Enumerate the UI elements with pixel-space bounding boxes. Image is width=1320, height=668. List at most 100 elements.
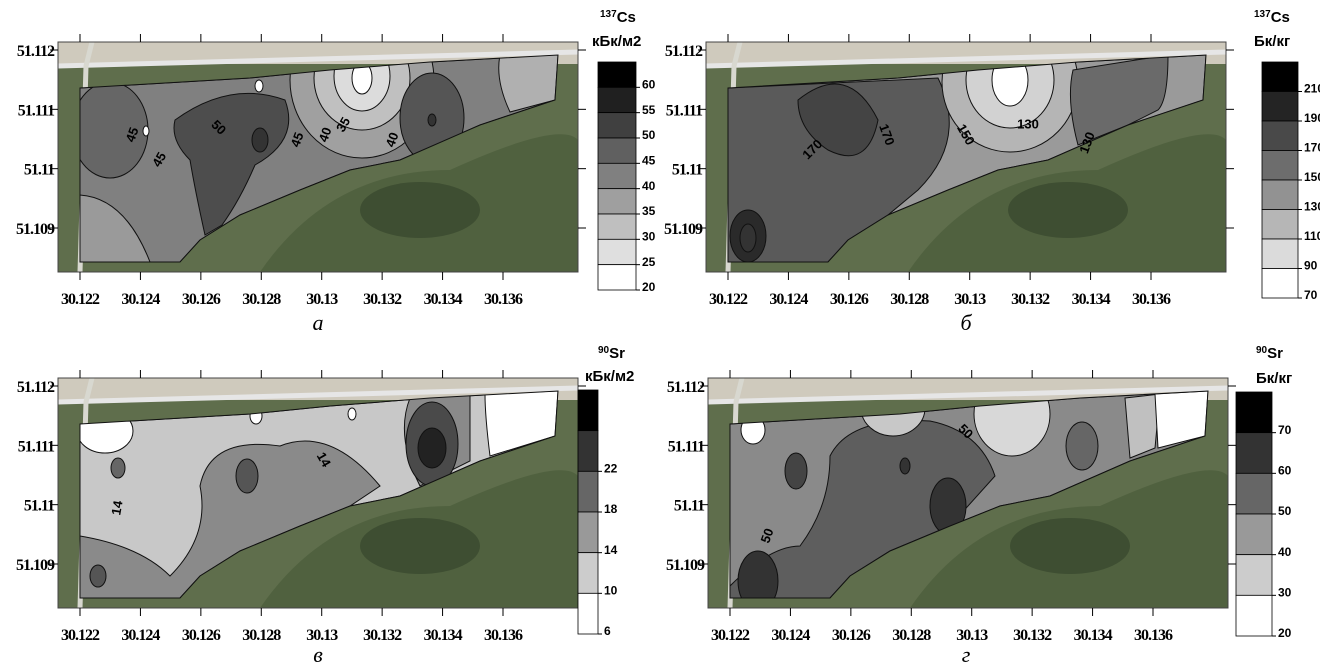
x-tick-label: 30.132 xyxy=(1013,627,1052,644)
x-tick-label: 30.128 xyxy=(890,291,929,308)
colorbar-title: 90Sr xyxy=(1256,345,1283,362)
colorbar-band xyxy=(578,553,598,594)
contour-fill xyxy=(900,458,910,474)
panel-label: г xyxy=(962,642,971,667)
contour-fill xyxy=(1125,394,1160,458)
colorbar-label: 210 xyxy=(1304,82,1320,96)
grove xyxy=(1008,182,1128,238)
colorbar-label: 170 xyxy=(1304,141,1320,155)
colorbar-band xyxy=(1262,62,1298,92)
colorbar-unit: кБк/м2 xyxy=(592,33,641,50)
colorbar-band xyxy=(578,431,598,472)
colorbar-label: 70 xyxy=(1278,423,1292,437)
figure-canvas: 4545504540354030.12230.12430.12630.12830… xyxy=(0,0,1320,668)
isotope-symbol: Sr xyxy=(609,345,625,362)
colorbar-band xyxy=(1262,269,1298,299)
x-tick-label: 30.136 xyxy=(1134,627,1173,644)
colorbar-label: 55 xyxy=(642,103,656,117)
colorbar-band xyxy=(1236,433,1272,474)
isotope-mass: 137 xyxy=(1254,9,1271,20)
colorbar-band xyxy=(598,265,636,290)
x-tick-label: 30.128 xyxy=(242,627,281,644)
colorbar-band xyxy=(1236,392,1272,433)
x-tick-label: 30.128 xyxy=(242,291,281,308)
colorbar-band xyxy=(598,87,636,112)
x-tick-label: 30.132 xyxy=(363,627,402,644)
colorbar-band xyxy=(598,214,636,239)
x-tick-label: 30.136 xyxy=(484,291,523,308)
contour-fill xyxy=(428,114,436,126)
x-tick-label: 30.134 xyxy=(424,627,463,644)
x-tick-label: 30.122 xyxy=(61,291,100,308)
colorbar-label: 30 xyxy=(642,230,656,244)
x-tick-label: 30.132 xyxy=(1011,291,1050,308)
contour-fill xyxy=(785,453,807,489)
colorbar-band xyxy=(578,471,598,512)
colorbar-label: 50 xyxy=(1278,504,1292,518)
colorbar-label: 35 xyxy=(642,204,656,218)
x-tick-label: 30.126 xyxy=(182,627,221,644)
x-tick-label: 30.126 xyxy=(830,291,869,308)
colorbar-label: 190 xyxy=(1304,111,1320,125)
contour-fill xyxy=(1066,422,1098,470)
colorbar-band xyxy=(578,593,598,634)
colorbar-label: 70 xyxy=(1304,288,1318,302)
colorbar-label: 22 xyxy=(604,462,618,476)
colorbar-label: 40 xyxy=(1278,545,1292,559)
colorbar-title: 137Cs xyxy=(1254,9,1290,26)
colorbar-label: 45 xyxy=(642,154,656,168)
isotope-mass: 137 xyxy=(600,9,617,20)
panel-label: в xyxy=(313,642,323,667)
x-tick-label: 30.124 xyxy=(771,627,810,644)
colorbar-label: 14 xyxy=(604,543,618,557)
y-tick-label: 51.112 xyxy=(667,379,705,396)
colorbar-band xyxy=(1236,473,1272,514)
x-tick-label: 30.136 xyxy=(484,627,523,644)
y-tick-label: 51.112 xyxy=(17,43,55,60)
grove xyxy=(360,518,480,574)
y-tick-label: 51.11 xyxy=(24,162,55,179)
isotope-mass: 90 xyxy=(1256,345,1268,356)
colorbar-label: 6 xyxy=(604,624,611,638)
colorbar-band xyxy=(1262,92,1298,122)
x-tick-label: 30.13 xyxy=(954,291,986,308)
colorbar-label: 90 xyxy=(1304,259,1318,273)
colorbar-label: 20 xyxy=(642,280,656,294)
colorbar-label: 25 xyxy=(642,255,656,269)
x-tick-label: 30.134 xyxy=(1074,627,1113,644)
colorbar-band xyxy=(578,390,598,431)
x-tick-label: 30.13 xyxy=(306,291,338,308)
isotope-mass: 90 xyxy=(598,345,610,356)
colorbar-title: 137Cs xyxy=(600,9,636,26)
colorbar-unit: Бк/кг xyxy=(1256,370,1292,387)
contour-fill xyxy=(90,565,106,587)
y-tick-label: 51.11 xyxy=(672,162,703,179)
isotope-symbol: Cs xyxy=(1271,9,1290,26)
colorbar-band xyxy=(1262,180,1298,210)
y-tick-label: 51.109 xyxy=(16,557,55,574)
colorbar-band xyxy=(1236,555,1272,596)
x-tick-label: 30.126 xyxy=(182,291,221,308)
x-tick-label: 30.128 xyxy=(892,627,931,644)
colorbar-band xyxy=(1236,595,1272,636)
colorbar-band xyxy=(1262,121,1298,151)
colorbar-label: 40 xyxy=(642,179,656,193)
colorbar-band xyxy=(1262,151,1298,181)
colorbar-band xyxy=(1236,514,1272,555)
colorbar-band xyxy=(598,62,636,87)
colorbar-label: 60 xyxy=(1278,464,1292,478)
figure: 4545504540354030.12230.12430.12630.12830… xyxy=(0,0,1320,668)
y-tick-label: 51.112 xyxy=(17,379,55,396)
colorbar-band xyxy=(598,189,636,214)
y-tick-label: 51.111 xyxy=(18,102,55,119)
x-tick-label: 30.122 xyxy=(61,627,100,644)
x-tick-label: 30.136 xyxy=(1132,291,1171,308)
grove xyxy=(360,182,480,238)
y-tick-label: 51.109 xyxy=(666,557,705,574)
x-tick-label: 30.122 xyxy=(709,291,748,308)
y-tick-label: 51.11 xyxy=(24,498,55,515)
colorbar-title: 90Sr xyxy=(598,345,625,362)
